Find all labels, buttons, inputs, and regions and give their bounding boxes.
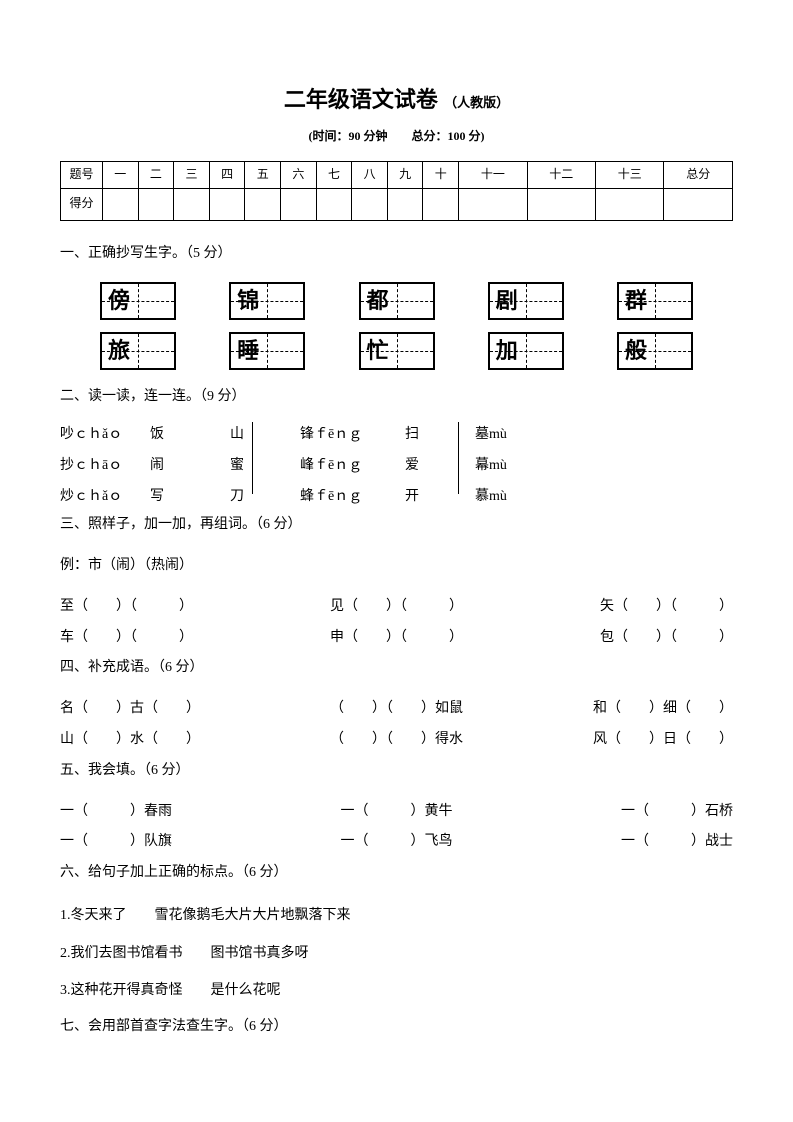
char-box: 旅 (100, 332, 176, 370)
q3-example: 例：市（闹）（热闹） (60, 551, 733, 582)
q4-line: 名（ ）古（ ） （ ）（ ）如鼠 和（ ）细（ ） (60, 694, 733, 725)
q3-heading: 三、照样子，加一加，再组词。（6 分） (60, 510, 733, 541)
char-box: 傍 (100, 282, 176, 320)
q1-heading: 一、正确抄写生字。（5 分） (60, 239, 733, 270)
q7-heading: 七、会用部首查字法查生字。（6 分） (60, 1012, 733, 1043)
q3-line: 至（ ）（ ） 见（ ）（ ） 矢（ ）（ ） (60, 592, 733, 623)
q6-item: 2.我们去图书馆看书 图书馆书真多呀 (60, 937, 733, 971)
q6-item: 1.冬天来了 雪花像鹅毛大片大片地飘落下来 (60, 899, 733, 933)
q5-heading: 五、我会填。（6 分） (60, 756, 733, 787)
q5-line: 一（ ）队旗 一（ ）飞鸟 一（ ）战士 (60, 827, 733, 858)
q6-item: 3.这种花开得真奇怪 是什么花呢 (60, 974, 733, 1008)
page-title: 二年级语文试卷 （人教版） (60, 80, 733, 120)
title-main: 二年级语文试卷 (284, 87, 438, 112)
q3-line: 车（ ）（ ） 申（ ）（ ） 包（ ）（ ） (60, 623, 733, 654)
score-table: 题号 一 二 三 四 五 六 七 八 九 十 十一 十二 十三 总分 得分 (60, 161, 733, 221)
score-label: 题号 (61, 162, 103, 189)
q2-content: 吵ｃｈǎｏ饭山锋ｆēｎｇ扫墓mù 抄ｃｈāｏ闹蜜峰ｆēｎｇ爱幕mù 炒ｃｈǎｏ写… (60, 422, 733, 510)
char-box: 般 (617, 332, 693, 370)
char-box: 都 (359, 282, 435, 320)
q4-heading: 四、补充成语。（6 分） (60, 653, 733, 684)
divider (458, 422, 459, 494)
char-row-2: 旅 睡 忙 加 般 (100, 332, 693, 370)
char-box: 忙 (359, 332, 435, 370)
char-box: 群 (617, 282, 693, 320)
char-box: 锦 (229, 282, 305, 320)
q4-line: 山（ ）水（ ） （ ）（ ）得水 风（ ）日（ ） (60, 725, 733, 756)
q5-line: 一（ ）春雨 一（ ）黄牛 一（ ）石桥 (60, 797, 733, 828)
divider (252, 422, 253, 494)
char-row-1: 傍 锦 都 剧 群 (100, 282, 693, 320)
q6-heading: 六、给句子加上正确的标点。（6 分） (60, 858, 733, 889)
char-box: 剧 (488, 282, 564, 320)
title-edition: （人教版） (444, 95, 509, 110)
score-row-label: 得分 (61, 188, 103, 220)
q2-heading: 二、读一读，连一连。（9 分） (60, 382, 733, 413)
char-box: 加 (488, 332, 564, 370)
subtitle: (时间：90 分钟 总分：100 分) (60, 126, 733, 148)
char-box: 睡 (229, 332, 305, 370)
